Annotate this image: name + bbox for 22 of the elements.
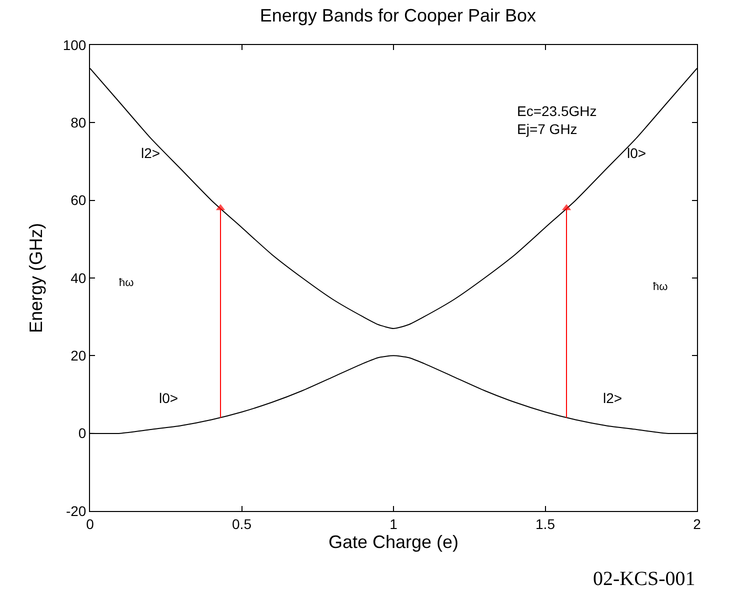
annotation: ħω [653,281,668,293]
y-tick-label: -20 [66,502,86,519]
annotation: l2> [603,390,622,406]
y-tick-label: 60 [70,192,86,208]
chart-title: Energy Bands for Cooper Pair Box [260,6,536,26]
text: 02-KCS-001 [593,568,696,590]
annotation: l0> [627,145,646,161]
annotation: l0> [159,390,178,406]
x-tick-label: 0.5 [232,516,252,532]
y-axis-title: Energy (GHz) [26,222,46,334]
y-tick-label: 0 [78,425,86,442]
y-tick-label: 100 [62,36,86,53]
x-axis-title: Gate Charge (e) [328,532,459,552]
x-tick-label: 2 [693,516,702,532]
x-tick-label: 1 [390,516,398,532]
y-tick-label: 40 [70,270,86,286]
annotation: Ec=23.5GHz Ej=7 GHz [517,103,597,138]
y-tick-label: 20 [70,348,86,364]
annotation: ħω [119,277,134,289]
x-tick-label: 1.5 [536,516,556,532]
annotation: l2> [141,145,160,161]
y-tick-label: 80 [70,114,86,131]
